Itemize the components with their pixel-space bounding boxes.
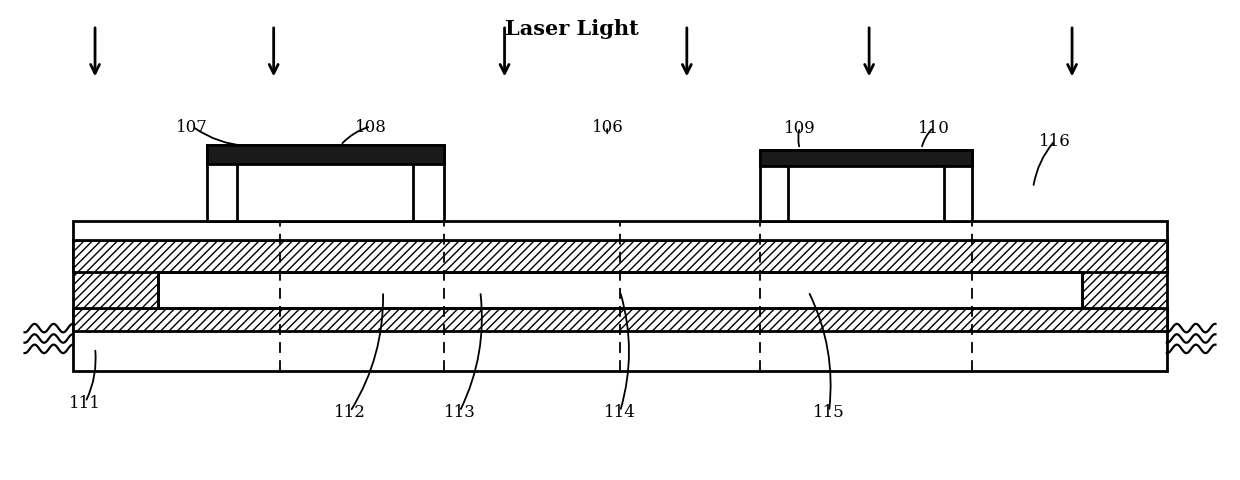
Bar (73, 308, 1167, 372)
Bar (73, 308, 1167, 332)
Bar (237, 165, 413, 221)
Text: 107: 107 (176, 119, 208, 135)
Text: 109: 109 (784, 120, 816, 136)
Bar (159, 273, 1081, 308)
Bar (1081, 240, 1167, 308)
Text: 111: 111 (69, 394, 102, 411)
Bar (207, 146, 444, 165)
Text: Laser Light: Laser Light (505, 19, 639, 39)
Text: 110: 110 (918, 120, 950, 136)
Bar (73, 221, 1167, 240)
Text: 116: 116 (1039, 133, 1071, 150)
Text: 113: 113 (444, 403, 475, 420)
Text: 114: 114 (604, 403, 636, 420)
Bar (73, 240, 1167, 273)
Bar (73, 240, 159, 308)
Text: 108: 108 (355, 119, 387, 135)
Text: 106: 106 (591, 119, 624, 135)
Bar (787, 167, 945, 221)
Text: 112: 112 (335, 403, 366, 420)
Bar (760, 151, 972, 167)
Text: 115: 115 (813, 403, 844, 420)
Bar (760, 151, 972, 221)
Bar (207, 146, 444, 221)
